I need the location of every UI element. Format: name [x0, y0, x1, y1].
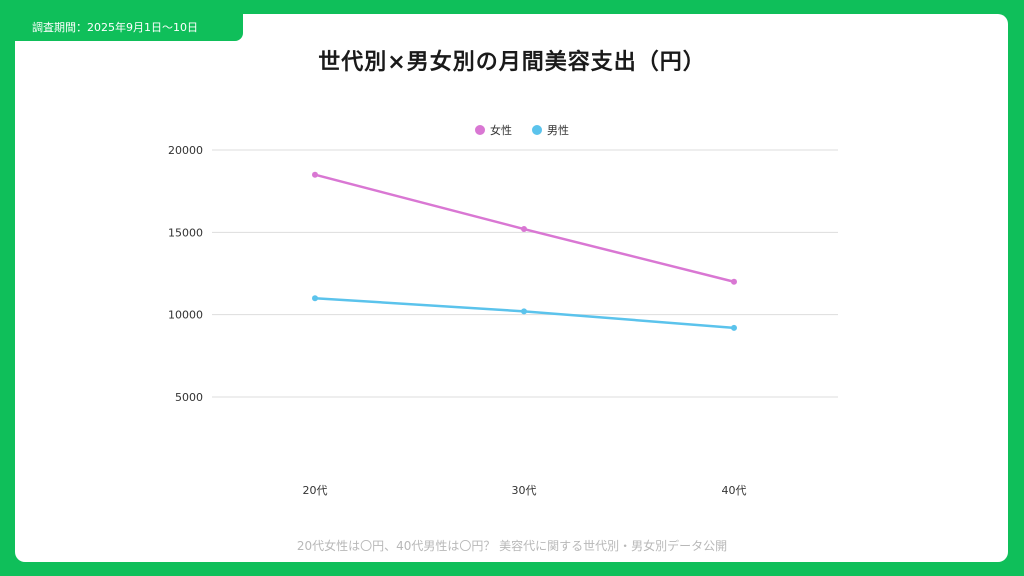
legend-swatch — [532, 125, 542, 135]
x-tick-label: 20代 — [303, 484, 328, 497]
legend-label: 女性 — [490, 123, 512, 137]
data-point — [312, 171, 318, 178]
x-tick-label: 40代 — [722, 484, 747, 497]
data-point — [731, 278, 737, 285]
y-tick-label: 10000 — [168, 309, 203, 322]
data-point — [521, 308, 527, 315]
legend-swatch — [475, 125, 485, 135]
legend: 女性 男性 — [475, 123, 569, 137]
survey-period-tab: 調査期間：2025年9月1日〜10日 — [15, 14, 243, 41]
x-tick-label: 30代 — [512, 484, 537, 497]
series-lines — [312, 171, 737, 331]
y-axis-ticks: 20000 15000 10000 5000 — [168, 144, 203, 404]
footer-caption: 20代女性は〇円、40代男性は〇円？ 美容代に関する世代別・男女別データ公開 — [296, 539, 728, 553]
data-point — [521, 226, 527, 233]
legend-label: 男性 — [547, 123, 569, 137]
chart-title: 世代別×男女別の月間美容支出（円） — [318, 50, 706, 75]
chart-card: 調査期間：2025年9月1日〜10日 — [15, 14, 1008, 562]
data-point — [731, 324, 737, 331]
y-tick-label: 5000 — [175, 391, 203, 404]
data-point — [312, 295, 318, 302]
gridlines — [212, 149, 838, 398]
y-tick-label: 15000 — [168, 226, 203, 239]
x-axis-ticks: 20代 30代 40代 — [303, 484, 747, 497]
y-tick-label: 20000 — [168, 144, 203, 157]
